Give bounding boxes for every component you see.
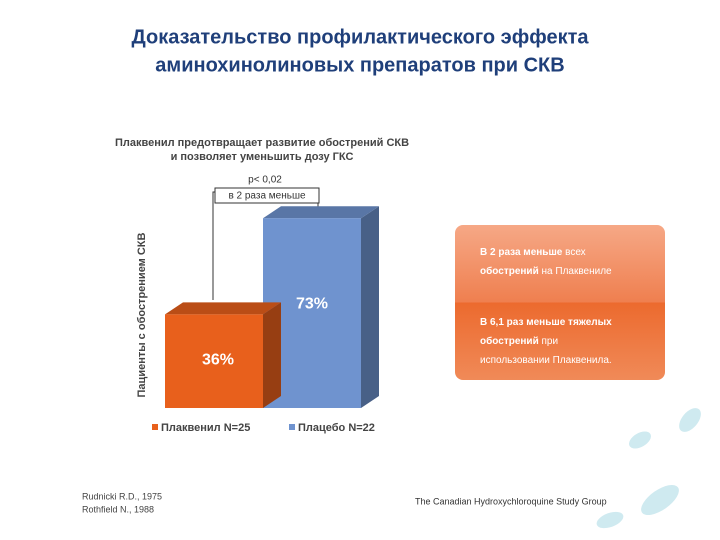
callout-run: на Плаквениле — [539, 266, 612, 277]
legend-label: Плаквенил N=25 — [161, 422, 250, 434]
callout-run: при — [539, 336, 558, 347]
callout-run: обострений — [480, 265, 539, 277]
callout-run: всех — [562, 247, 585, 258]
bar-top — [165, 302, 281, 315]
data-label: 36% — [202, 352, 234, 369]
bar — [165, 314, 263, 408]
slide-title: Доказательство профилактического эффекта — [132, 26, 590, 48]
bar-side — [361, 206, 379, 408]
plot: 73% 36% — [165, 206, 379, 408]
legend-swatch — [152, 424, 158, 430]
data-label: 73% — [296, 295, 328, 312]
callout-text: использовании Плаквенила. — [480, 355, 612, 366]
legend-label: Плацебо N=22 — [298, 422, 375, 434]
decoration — [596, 408, 701, 529]
callout-text: В 2 раза меньше всех — [480, 247, 586, 258]
slide-title: аминохинолиновых препаратов при СКВ — [155, 54, 564, 76]
callout-box — [455, 225, 665, 380]
source: The Canadian Hydroxychloroquine Study Gr… — [415, 496, 607, 506]
chart-title: и позволяет уменьшить дозу ГКС — [171, 151, 354, 163]
chart-title: Плаквенил предотвращает развитие обостре… — [115, 137, 409, 149]
callout-text: обострений на Плаквениле — [480, 265, 612, 277]
bar-side — [263, 302, 281, 408]
annotation: в 2 раза меньше — [228, 191, 306, 202]
callout-run: В 6,1 раз меньше тяжелых — [480, 317, 612, 328]
callout-text: В 6,1 раз меньше тяжелых — [480, 317, 612, 328]
callout-run: использовании Плаквенила. — [480, 355, 612, 366]
callout-run: обострений — [480, 335, 539, 347]
bar-top — [263, 206, 379, 219]
callout-run: В 2 раза меньше — [480, 247, 563, 258]
reference: Rudnicki R.D., 1975 — [82, 491, 162, 501]
reference: Rothfield N., 1988 — [82, 504, 154, 514]
callout-text: обострений при — [480, 335, 558, 347]
y-axis-label: Пациенты с обострением СКВ — [136, 232, 148, 397]
annotation-box — [214, 187, 320, 204]
legend-swatch — [289, 424, 295, 430]
annotation: p< 0,02 — [248, 175, 282, 186]
